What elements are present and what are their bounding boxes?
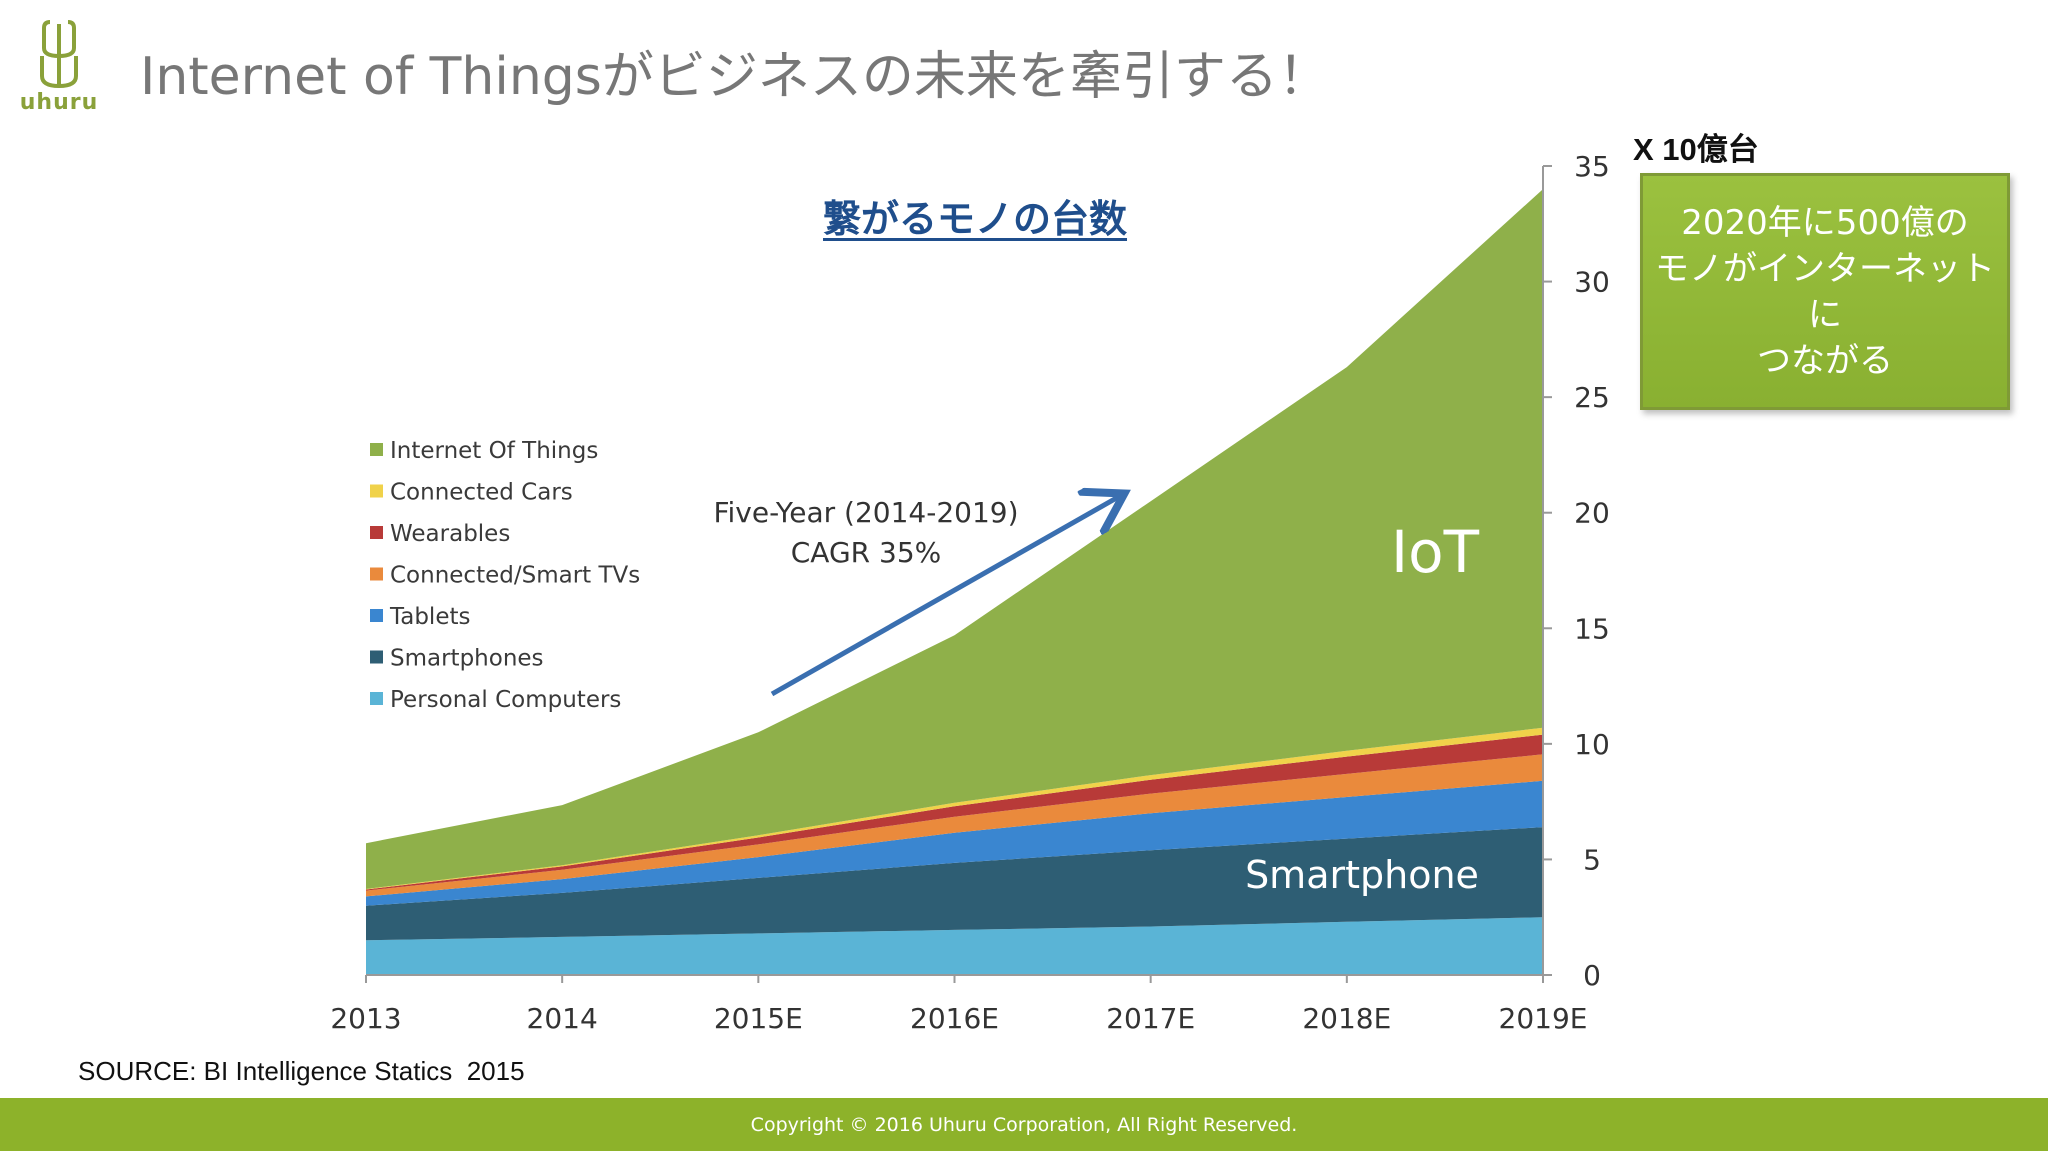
area-connected-smart-tvs: [366, 754, 1543, 897]
area-tablets: [366, 780, 1543, 906]
legend-swatch: [370, 567, 383, 581]
slide-title: Internet of Thingsがビジネスの未来を牽引する！: [140, 47, 1330, 107]
y-tick-label: 5: [1583, 843, 1601, 876]
growth-label-line2: CAGR 35%: [791, 536, 942, 569]
legend-label: Internet Of Things: [390, 438, 598, 464]
legend-label: Personal Computers: [390, 687, 621, 713]
x-tick-label: 2018E: [1302, 1002, 1391, 1035]
area-personal-computers: [366, 917, 1543, 975]
footer-copyright: Copyright © 2016 Uhuru Corporation, All …: [750, 1113, 1298, 1136]
y-tick-label: 15: [1574, 612, 1610, 645]
iot-label: IoT: [1391, 518, 1480, 586]
x-tick-label: 2014: [527, 1002, 598, 1035]
x-tick-label: 2015E: [714, 1002, 803, 1035]
legend-swatch: [370, 526, 383, 539]
y-tick-label: 20: [1574, 497, 1610, 530]
smartphone-label: Smartphone: [1245, 853, 1479, 897]
x-tick-label: 2016E: [910, 1002, 999, 1035]
growth-arrow: [770, 496, 1120, 697]
source-note: SOURCE: BI Intelligence Statics 2015: [78, 1056, 525, 1086]
area-wearables: [366, 734, 1543, 891]
annotations: Five-Year (2014-2019) CAGR 35% IoT Smart…: [713, 496, 1480, 897]
legend-swatch: [370, 443, 383, 456]
legend: Internet Of Things Connected Cars Wearable…: [370, 438, 640, 713]
area-connected-cars: [366, 727, 1543, 890]
y-tick-label: 0: [1583, 959, 1601, 992]
unit-label: X 10億台: [1633, 132, 1759, 167]
footer-bar: Copyright © 2016 Uhuru Corporation, All …: [0, 1098, 2048, 1151]
legend-label: Connected/Smart TVs: [390, 563, 640, 589]
logo-text: uhuru: [19, 90, 99, 115]
legend-swatch: [370, 484, 383, 498]
x-tick-label: 2017E: [1106, 1002, 1195, 1035]
y-tick-label: 25: [1574, 381, 1610, 414]
x-tick-label: 2019E: [1499, 1002, 1588, 1035]
y-tick-label: 10: [1574, 728, 1610, 761]
legend-label: Wearables: [390, 521, 510, 547]
callout-text: 2020年に500億の モノがインターネットに つながる: [1655, 202, 1995, 381]
y-tick-label: 35: [1574, 150, 1610, 183]
legend-swatch: [370, 692, 383, 705]
uhuru-logo-icon: [40, 20, 78, 89]
growth-label-line1: Five-Year (2014-2019): [713, 496, 1018, 529]
stacked-areas: [366, 189, 1543, 975]
y-tick-label: 30: [1574, 266, 1610, 299]
area-smartphones: [366, 827, 1543, 941]
legend-label: Tablets: [389, 604, 470, 630]
legend-label: Smartphones: [390, 646, 544, 672]
legend-label: Connected Cars: [390, 480, 573, 506]
uhuru-logo: uhuru: [14, 18, 104, 118]
legend-swatch: [370, 609, 383, 622]
chart-title: 繋がるモノの台数: [823, 197, 1128, 241]
legend-swatch: [370, 650, 383, 664]
callout-box: 2020年に500億の モノがインターネットに つながる: [1640, 173, 2010, 410]
area-internet-of-things: [366, 189, 1543, 890]
axes: 2013 2014 2015E 2016E 2017E 2018E 2019E 0 5 10 15 2…: [330, 150, 1609, 1035]
x-tick-label: 2013: [330, 1002, 401, 1035]
